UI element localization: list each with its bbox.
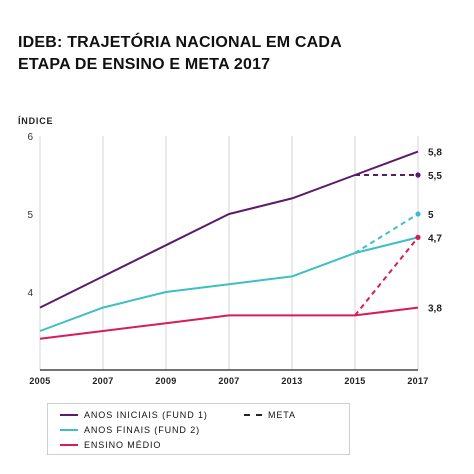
- end-value-label: 3,8: [428, 304, 442, 315]
- x-tick-label: 2013: [281, 376, 302, 386]
- y-axis-title: ÍNDICE: [18, 116, 53, 126]
- end-value-label: 5: [428, 210, 434, 221]
- legend-label-fund2: ANOS FINAIS (FUND 2): [84, 425, 201, 435]
- x-tick-label: 2009: [155, 376, 176, 386]
- meta-point-medio: [415, 234, 421, 240]
- legend-swatch-fund2: [60, 429, 78, 431]
- x-tick-label: 2005: [29, 376, 50, 386]
- x-tick-label: 2017: [407, 376, 428, 386]
- x-tick-label: 2007: [92, 376, 113, 386]
- end-value-label: 5,8: [428, 148, 442, 159]
- meta-line-medio: [354, 236, 419, 317]
- legend-item-meta: META: [244, 410, 296, 420]
- x-tick-label: 2015: [344, 376, 365, 386]
- meta-point-fund2: [415, 211, 421, 217]
- legend-label-fund1: ANOS INICIAIS (FUND 1): [84, 410, 208, 420]
- legend-label-medio: ENSINO MÉDIO: [84, 440, 162, 450]
- legend-item-fund2: ANOS FINAIS (FUND 2): [60, 425, 200, 435]
- legend-label-meta: META: [268, 410, 296, 420]
- chart-series: [39, 150, 421, 340]
- y-tick-label: 4: [27, 288, 33, 299]
- meta-point-fund1: [415, 172, 421, 178]
- chart-title: IDEB: TRAJETÓRIA NACIONAL EM CADA ETAPA …: [18, 32, 342, 76]
- chart-grid: [39, 136, 419, 370]
- chart-labels: 5,8 5,5 5 4,7 3,8: [428, 148, 442, 315]
- x-tick-label: 2007: [218, 376, 239, 386]
- legend-swatch-meta: [244, 414, 262, 416]
- y-tick-label: 5: [27, 210, 33, 221]
- chart-axes: ÍNDICE 4 5 6 2005 2007 2009 2007 2013 2015 2017: [18, 116, 428, 386]
- chart-title-line-2: ETAPA DE ENSINO E META 2017: [18, 56, 271, 73]
- end-value-label: 4,7: [428, 233, 442, 244]
- chart-legend: ANOS INICIAIS (FUND 1) META ANOS FINAIS …: [47, 403, 350, 455]
- line-chart: ÍNDICE 4 5 6 2005 2007 2009 2007 2013 2015 2017 5,…: [18, 116, 442, 386]
- end-value-label: 5,5: [428, 171, 442, 182]
- legend-item-fund1: ANOS INICIAIS (FUND 1): [60, 410, 208, 420]
- chart-title-line-1: IDEB: TRAJETÓRIA NACIONAL EM CADA: [18, 34, 342, 51]
- legend-swatch-fund1: [60, 414, 78, 416]
- legend-item-medio: ENSINO MÉDIO: [60, 440, 161, 450]
- meta-line-fund2: [354, 213, 419, 254]
- legend-swatch-medio: [60, 444, 78, 446]
- y-tick-label: 6: [27, 132, 33, 143]
